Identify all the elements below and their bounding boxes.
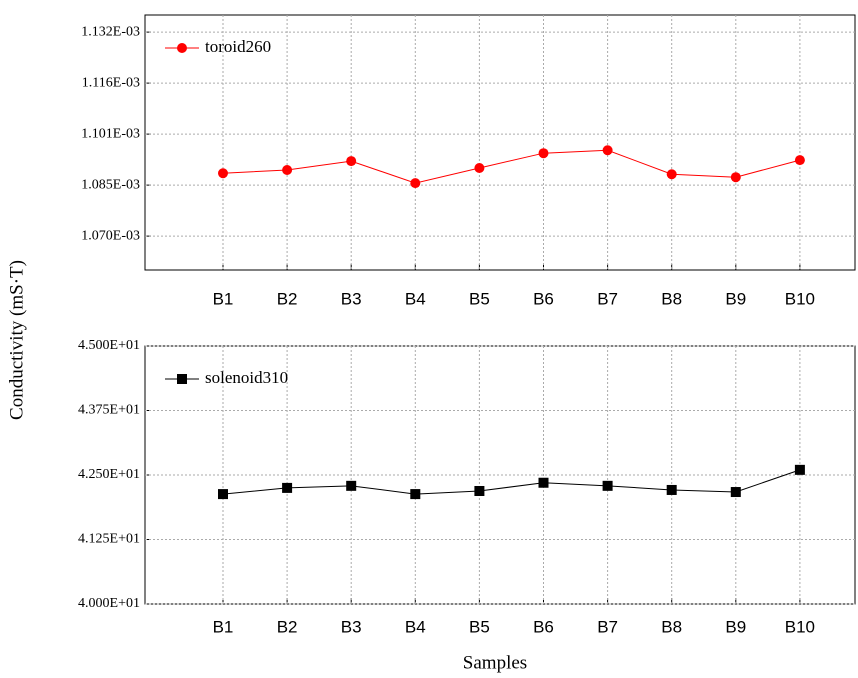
series-line <box>222 469 801 495</box>
marker <box>346 156 357 167</box>
plot-frame <box>144 14 856 271</box>
marker <box>346 480 357 491</box>
marker <box>666 169 677 180</box>
legend-label: solenoid310 <box>205 368 288 387</box>
marker <box>218 168 228 179</box>
x-tick-label: B8 <box>661 289 682 308</box>
marker <box>794 464 805 475</box>
y-tick-label: 4.000E+01 <box>78 596 140 611</box>
x-tick-label: B9 <box>725 617 746 636</box>
marker <box>410 178 421 189</box>
x-tick-label: B6 <box>533 617 554 636</box>
marker <box>410 489 421 500</box>
x-tick-label: B9 <box>725 289 746 308</box>
marker <box>282 482 293 493</box>
y-axis-label: Conductivity (mS·T) <box>6 260 27 420</box>
legend-label: toroid260 <box>205 37 271 56</box>
marker <box>538 477 549 488</box>
y-tick-label: 1.085E-03 <box>81 177 140 192</box>
x-tick-label: B5 <box>469 617 490 636</box>
y-tick-label: 4.125E+01 <box>78 532 140 547</box>
y-tick-label: 1.070E-03 <box>81 228 140 243</box>
x-axis-label: Samples <box>463 652 527 673</box>
marker <box>177 374 187 384</box>
marker <box>538 148 549 159</box>
y-tick-label: 1.132E-03 <box>81 24 140 39</box>
x-tick-label: B7 <box>597 289 618 308</box>
marker <box>730 487 741 498</box>
x-tick-label: B1 <box>213 617 234 636</box>
marker <box>474 163 485 173</box>
marker <box>218 489 228 500</box>
x-tick-label: B7 <box>597 617 618 636</box>
marker <box>794 155 805 166</box>
x-tick-label: B5 <box>469 289 490 308</box>
y-tick-label: 4.250E+01 <box>78 467 140 482</box>
x-tick-label: B2 <box>277 617 298 636</box>
x-tick-label: B6 <box>533 289 554 308</box>
x-tick-label: B4 <box>405 617 426 636</box>
marker <box>474 485 485 496</box>
x-tick-label: B2 <box>277 289 298 308</box>
x-tick-label: B3 <box>341 289 362 308</box>
x-tick-label: B1 <box>213 289 234 308</box>
y-tick-label: 1.101E-03 <box>81 126 140 141</box>
x-tick-label: B8 <box>661 617 682 636</box>
x-tick-label: B10 <box>785 289 815 308</box>
y-tick-label: 4.500E+01 <box>78 338 140 353</box>
marker <box>282 164 293 175</box>
x-tick-label: B4 <box>405 289 426 308</box>
x-tick-label: B3 <box>341 617 362 636</box>
x-tick-label: B10 <box>785 617 815 636</box>
marker <box>730 172 741 183</box>
y-tick-label: 1.116E-03 <box>82 75 140 90</box>
series-line <box>222 149 801 184</box>
marker <box>602 145 613 156</box>
marker <box>666 484 677 495</box>
y-tick-label: 4.375E+01 <box>78 403 140 418</box>
marker <box>177 43 187 53</box>
marker <box>602 480 613 491</box>
